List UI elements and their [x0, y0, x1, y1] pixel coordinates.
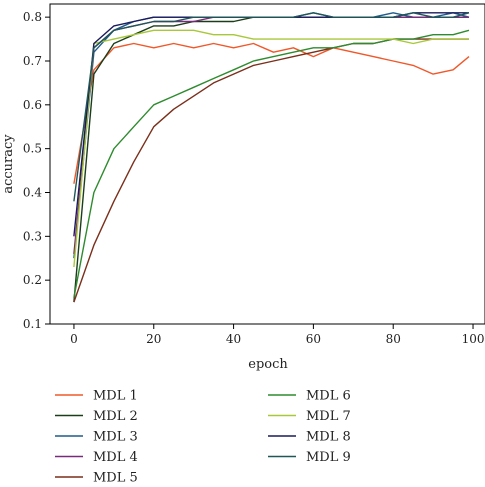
x-tick-label: 80	[386, 332, 401, 346]
y-tick-label: 0.1	[23, 317, 42, 331]
legend-item: MDL 9	[268, 450, 351, 465]
legend-label: MDL 4	[93, 450, 138, 465]
y-tick-label: 0.6	[23, 98, 42, 112]
legend-label: MDL 6	[306, 389, 351, 404]
plot-frame	[49, 3, 485, 325]
y-tick-label: 0.2	[23, 273, 42, 287]
legend-item: MDL 8	[268, 430, 351, 445]
y-tick-label: 0.4	[23, 185, 42, 199]
series-line-mdl-1	[73, 42, 470, 184]
legend-item: MDL 5	[55, 471, 138, 486]
y-tick-label: 0.3	[23, 229, 42, 243]
legend: MDL 1 MDL 2 MDL 3 MDL 4 MDL 5 MDL 6 MDL 7 MDL 8…	[55, 389, 351, 486]
series-line-mdl-2	[73, 16, 469, 303]
y-tick-label: 0.8	[23, 10, 42, 24]
legend-item: MDL 2	[55, 409, 138, 424]
series-line-mdl-4	[73, 16, 469, 254]
x-tick-label: 20	[146, 332, 161, 346]
x-tick-label: 60	[306, 332, 321, 346]
series-line-mdl-7	[73, 29, 469, 268]
legend-item: MDL 4	[55, 450, 138, 465]
x-axis-title: epoch	[248, 357, 288, 372]
legend-item: MDL 3	[55, 430, 138, 445]
x-tick-label: 100	[462, 332, 485, 346]
y-tick-label: 0.5	[23, 142, 42, 156]
series-line-mdl-8	[73, 12, 469, 237]
legend-label: MDL 8	[306, 430, 351, 445]
legend-item: MDL 1	[55, 389, 138, 404]
legend-label: MDL 9	[306, 450, 351, 465]
series-line-mdl-3	[73, 12, 470, 259]
legend-item: MDL 7	[268, 409, 351, 424]
series-line-mdl-5	[73, 38, 469, 303]
tick-layer: 0 20 40 60 80 100 0.1 0.2 0.3 0.4 0.5 0.6 0.7 0.8	[23, 10, 485, 346]
legend-label: MDL 2	[93, 409, 138, 424]
legend-label: MDL 3	[93, 430, 138, 445]
y-tick-label: 0.7	[23, 54, 42, 68]
series-line-mdl-9	[73, 12, 470, 202]
legend-label: MDL 7	[306, 409, 351, 424]
series-line-mdl-6	[73, 29, 470, 298]
y-axis-title: accuracy	[1, 134, 16, 194]
series-layer	[73, 12, 470, 303]
x-tick-label: 40	[226, 332, 241, 346]
legend-label: MDL 1	[93, 389, 138, 404]
legend-label: MDL 5	[93, 471, 138, 484]
x-tick-label: 0	[70, 332, 78, 346]
legend-item: MDL 6	[268, 389, 351, 404]
